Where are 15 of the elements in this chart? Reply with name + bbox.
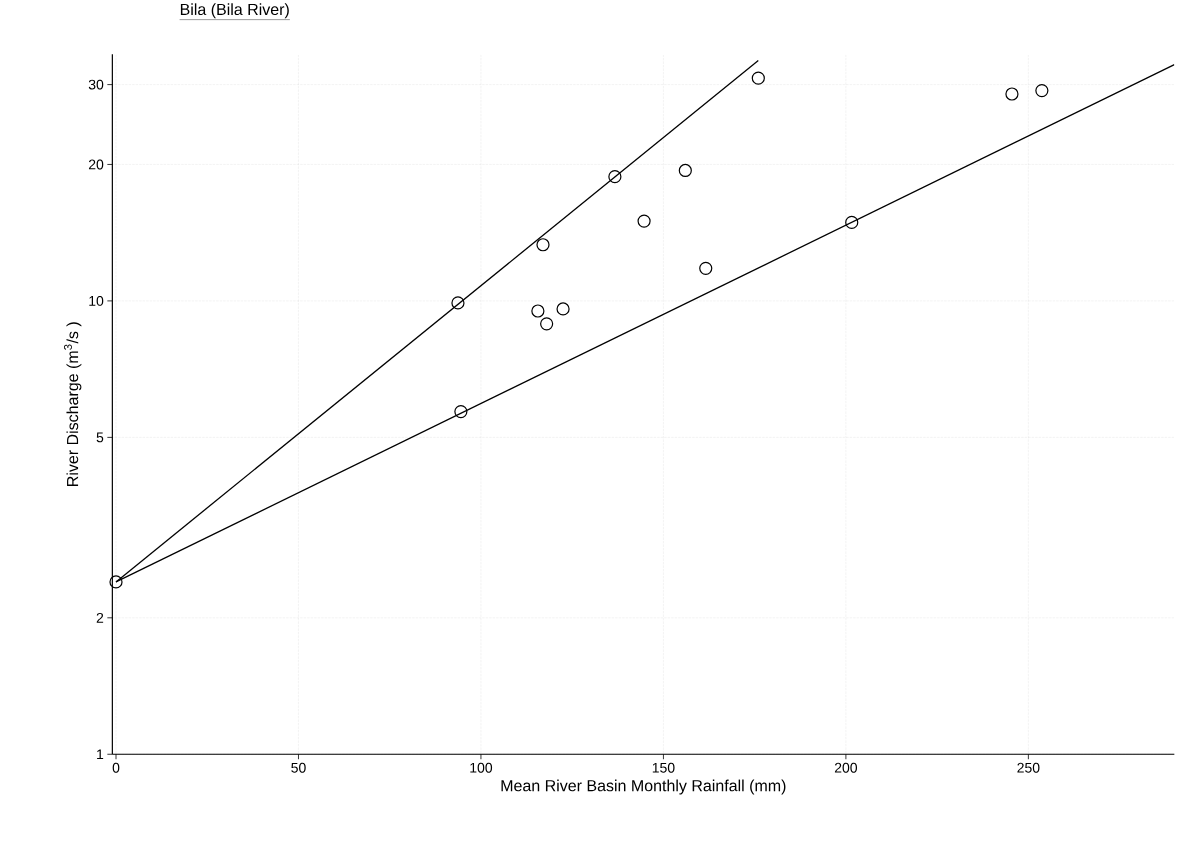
x-tick-label: 100 (470, 762, 493, 773)
y-tick-label: 30 (88, 79, 104, 90)
x-tick-label: 250 (1017, 762, 1040, 773)
x-tick-label: 0 (112, 762, 120, 773)
y-axis-title: River Discharge (m$^{3}$/s ) (63, 322, 82, 486)
y-tick-label: 20 (88, 159, 104, 170)
x-tick-label: 200 (834, 762, 858, 773)
x-tick-label: 50 (291, 762, 306, 773)
y-tick-label: 10 (89, 295, 104, 306)
chart-title: Bila (Bila River) (180, 3, 289, 19)
y-tick-label: 5 (96, 432, 104, 443)
x-axis-title: Mean River Basin Monthly Rainfall (mm) (501, 779, 786, 795)
x-tick-label: 150 (652, 762, 675, 773)
y-tick-label: 2 (96, 612, 104, 623)
y-tick-label: 1 (97, 749, 104, 759)
